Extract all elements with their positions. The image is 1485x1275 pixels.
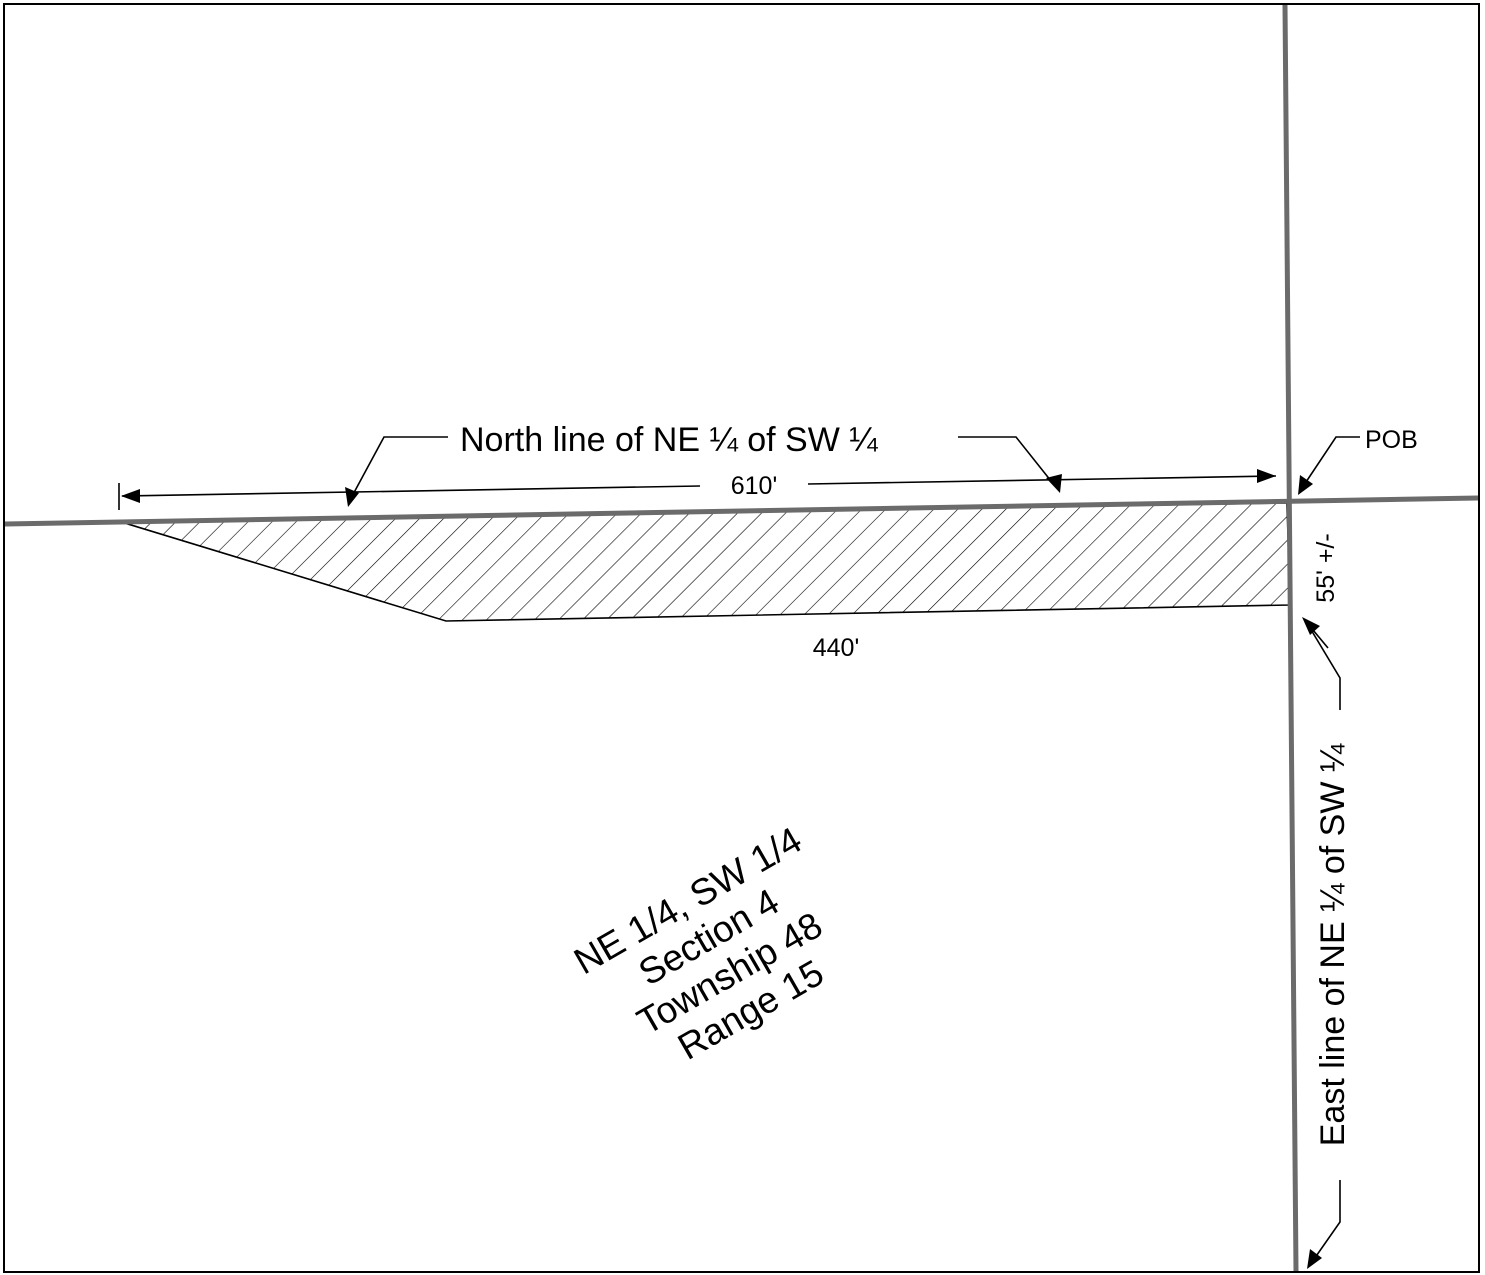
north-line-leader-right: [958, 436, 1056, 487]
pob-arrow: [1298, 475, 1313, 495]
side-dim-arrow: [1302, 617, 1320, 635]
east-line-leader-bottom: [1311, 1180, 1341, 1263]
east-leader-arrow-bottom: [1307, 1249, 1322, 1269]
dim-label-55: 55' +/-: [1312, 533, 1340, 602]
dim-label-440: 440': [813, 634, 859, 662]
dim-line-610: [121, 485, 701, 497]
north-leader-arrow-left: [345, 487, 359, 507]
east-line-leader-top: [1309, 627, 1341, 710]
north-leader-arrow-right: [1046, 474, 1062, 493]
legal-description-block: NE 1/4, SW 1/4 Section 4 Township 48 Ran…: [567, 819, 830, 1067]
pob-label: POB: [1365, 426, 1418, 454]
east-section-line: [1282, 4, 1299, 1272]
east-line-label: East line of NE ¼ of SW ¼: [1314, 743, 1352, 1146]
dim-arrow-right: [1257, 469, 1276, 483]
north-line-label: North line of NE ¼ of SW ¼: [460, 421, 878, 459]
dim-line-610-right: [807, 475, 1277, 485]
north-section-line: [4, 495, 1479, 527]
north-line-leader-left: [349, 436, 448, 501]
dim-arrow-left: [121, 489, 140, 503]
pob-leader: [1301, 436, 1360, 489]
drawing-frame: [3, 3, 1480, 1273]
dim-label-610: 610': [731, 472, 777, 500]
